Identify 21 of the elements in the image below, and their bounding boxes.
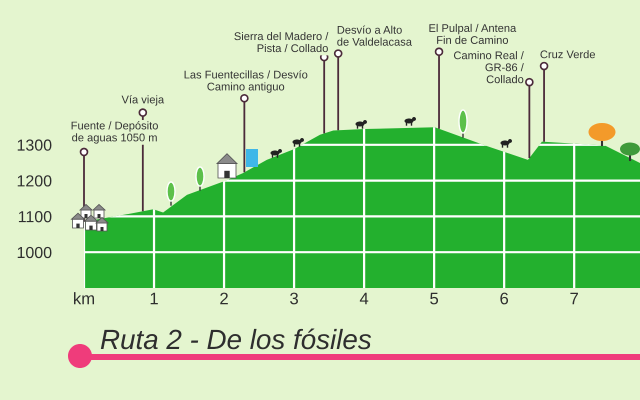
x-tick-label: 3 <box>290 292 298 304</box>
y-tick-label: 1000 <box>18 246 52 258</box>
x-tick-label: 4 <box>360 292 368 304</box>
annotation: Camino Real / GR-86 / Collado <box>454 51 524 84</box>
text: Ruta 2 - De los fósiles <box>100 328 372 350</box>
x-tick-label: 5 <box>430 292 438 304</box>
x-tick-label: 2 <box>220 292 228 304</box>
annotation: Desvío a Alto de Valdelacasa <box>337 26 412 46</box>
annotation: El Pulpal / Antena Fin de Camino <box>429 24 516 44</box>
y-tick-label: 1200 <box>18 175 52 187</box>
annotation: Las Fuentecillas / Desvío Camino antiguo <box>184 70 308 93</box>
annotation: Vía vieja <box>122 95 164 106</box>
x-tick-label: 6 <box>500 292 508 304</box>
annotation: Fuente / Depósito de aguas 1050 m <box>72 121 158 144</box>
y-tick-label: 1100 <box>18 211 52 222</box>
annotation: Cruz Verde <box>540 50 595 58</box>
x-tick-label: 1 <box>150 292 158 304</box>
x-tick-label: km <box>74 292 94 304</box>
y-tick-label: 1300 <box>18 139 52 151</box>
x-tick-label: 7 <box>570 292 578 304</box>
annotation: Sierra del Madero / Pista / Collado <box>234 32 328 52</box>
